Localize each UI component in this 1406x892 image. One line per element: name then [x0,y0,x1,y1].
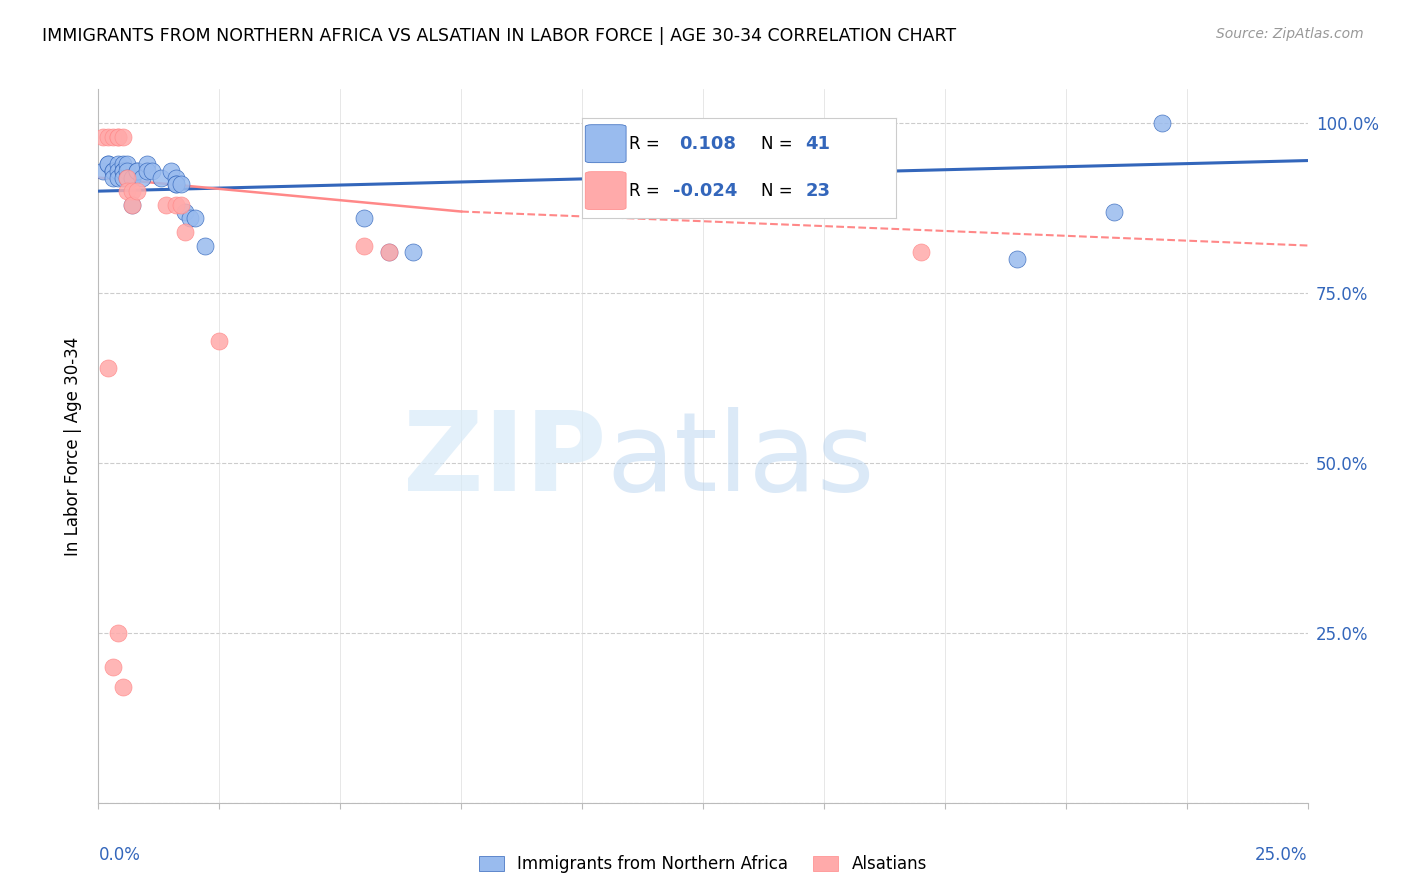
Text: N =: N = [761,182,793,200]
Point [111,680,134,694]
Point [117,157,139,171]
Point [165,170,187,185]
Point [131,170,153,185]
Point [121,198,143,212]
Point [107,170,129,185]
Point [111,163,134,178]
Point [179,211,201,226]
Point [101,660,124,674]
Point [402,245,425,260]
Text: -0.024: -0.024 [673,182,738,200]
Point [160,163,183,178]
Point [174,225,197,239]
Point [127,163,149,178]
Point [184,211,207,226]
Point [117,163,139,178]
Point [174,204,197,219]
Point [1007,252,1029,266]
Point [111,163,134,178]
Text: N =: N = [761,135,793,153]
Text: ZIP: ZIP [404,407,606,514]
Point [1152,116,1174,130]
Point [97,157,120,171]
Point [155,198,177,212]
Point [101,163,124,178]
Legend: Immigrants from Northern Africa, Alsatians: Immigrants from Northern Africa, Alsatia… [472,849,934,880]
Point [740,198,762,212]
Point [111,170,134,185]
Text: Source: ZipAtlas.com: Source: ZipAtlas.com [1216,27,1364,41]
Point [107,626,129,640]
Point [117,170,139,185]
Y-axis label: In Labor Force | Age 30-34: In Labor Force | Age 30-34 [65,336,83,556]
Point [97,129,120,144]
Point [111,157,134,171]
Text: 0.108: 0.108 [679,135,737,153]
Point [121,184,143,198]
Point [101,163,124,178]
Point [127,163,149,178]
Point [141,163,163,178]
Point [101,129,124,144]
Point [194,238,217,252]
Point [91,129,114,144]
Point [127,184,149,198]
Text: 0.0%: 0.0% [98,846,141,863]
Point [377,245,399,260]
Point [135,163,157,178]
FancyBboxPatch shape [585,125,626,162]
Point [121,170,143,185]
Text: 23: 23 [806,182,831,200]
Text: 25.0%: 25.0% [1256,846,1308,863]
Point [97,360,120,375]
Point [165,178,187,192]
Point [97,157,120,171]
Point [121,198,143,212]
Point [107,157,129,171]
Point [208,334,231,348]
Point [165,198,187,212]
Text: R =: R = [630,135,659,153]
Point [107,129,129,144]
FancyBboxPatch shape [585,171,626,210]
Text: R =: R = [630,182,659,200]
Point [150,170,173,185]
Point [169,198,191,212]
Point [169,178,191,192]
Text: 41: 41 [806,135,831,153]
Point [91,163,114,178]
Point [910,245,932,260]
Text: IMMIGRANTS FROM NORTHERN AFRICA VS ALSATIAN IN LABOR FORCE | AGE 30-34 CORRELATI: IMMIGRANTS FROM NORTHERN AFRICA VS ALSAT… [42,27,956,45]
Point [135,157,157,171]
Point [117,184,139,198]
Point [1102,204,1125,219]
Point [353,211,375,226]
Point [101,170,124,185]
Point [165,178,187,192]
Point [353,238,375,252]
Point [117,170,139,185]
Point [107,129,129,144]
Point [107,163,129,178]
Point [111,129,134,144]
Text: atlas: atlas [606,407,875,514]
Point [377,245,399,260]
